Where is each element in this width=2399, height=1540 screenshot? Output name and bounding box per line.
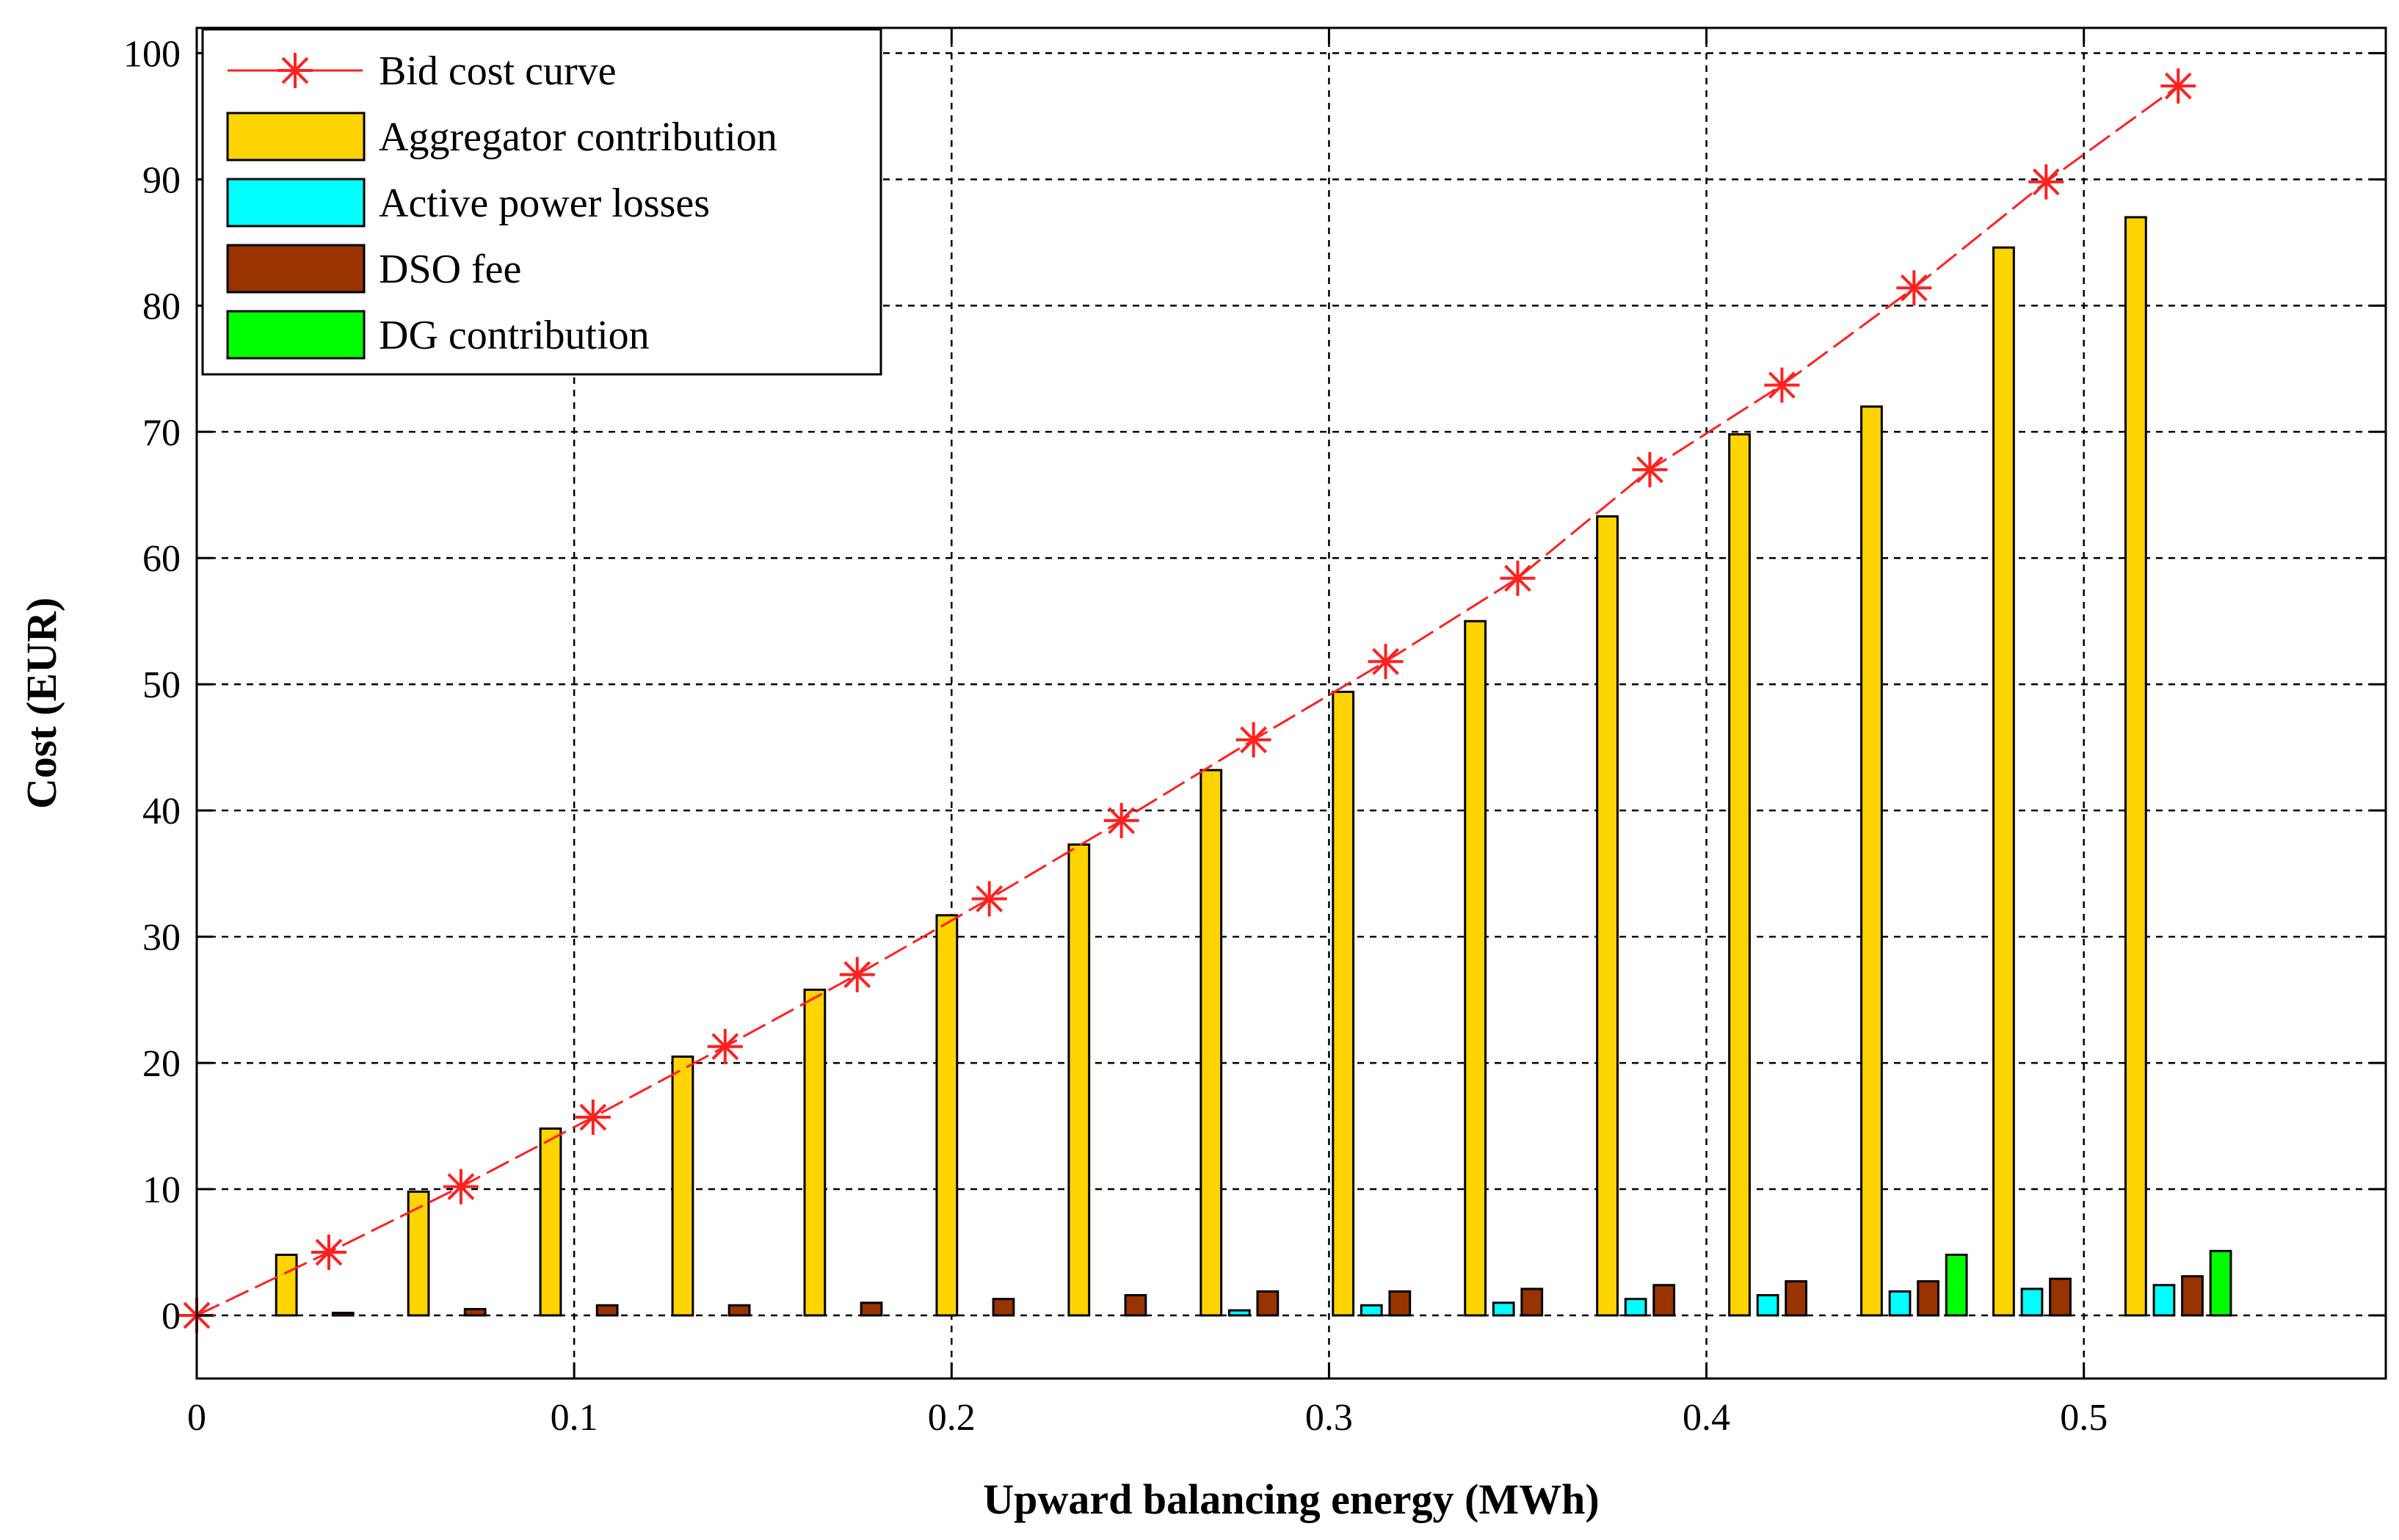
bid-cost-marker	[1896, 270, 1932, 306]
y-tick-label: 50	[142, 664, 181, 706]
bar-dso-fee	[727, 1304, 751, 1317]
bar-dso-fee	[2181, 1275, 2204, 1317]
bar-dso-fee	[1388, 1290, 1412, 1317]
y-tick-label: 60	[142, 538, 181, 580]
bar-aggregator-contribution	[1067, 843, 1091, 1317]
y-tick-label: 80	[142, 286, 181, 327]
legend-label: Bid cost curve	[379, 48, 616, 94]
y-tick-label: 100	[123, 33, 181, 75]
legend-label: DSO fee	[379, 247, 521, 292]
bid-cost-line	[196, 84, 2180, 1317]
bar-active-power-losses	[1624, 1298, 1647, 1317]
bar-aggregator-contribution	[275, 1253, 298, 1317]
bar-aggregator-contribution	[2124, 216, 2147, 1317]
legend-item-dso-fee: DSO fee	[226, 244, 521, 294]
bar-aggregator-contribution	[1332, 691, 1355, 1317]
bar-active-power-losses	[1492, 1301, 1515, 1317]
bar-aggregator-contribution	[1464, 620, 1487, 1317]
legend: Bid cost curve Aggregator contribution Act…	[201, 28, 882, 376]
bar-dso-fee	[1785, 1280, 1808, 1317]
legend-swatch	[226, 310, 366, 360]
bar-active-power-losses	[2152, 1284, 2176, 1317]
bid-cost-marker	[707, 1028, 743, 1064]
bar-dso-fee	[1652, 1284, 1676, 1317]
legend-label: Aggregator contribution	[379, 115, 777, 160]
bar-dso-fee	[1256, 1290, 1280, 1317]
bid-cost-marker	[1235, 722, 1271, 758]
bid-cost-marker	[1368, 644, 1404, 680]
plot-frame	[195, 26, 2387, 1380]
bar-dso-fee	[595, 1304, 619, 1317]
x-tick-label: 0.4	[1683, 1397, 1730, 1439]
bar-aggregator-contribution	[671, 1055, 694, 1317]
legend-item-dg-contribution: DG contribution	[226, 310, 650, 360]
y-tick-label: 70	[142, 412, 181, 454]
bar-dso-fee	[463, 1307, 487, 1317]
bar-dso-fee	[331, 1312, 355, 1317]
bar-dso-fee	[1520, 1287, 1544, 1317]
bid-cost-marker	[1500, 560, 1536, 596]
x-tick-label: 0.2	[928, 1397, 976, 1439]
bid-cost-marker	[443, 1169, 479, 1205]
bar-dso-fee	[1917, 1280, 1939, 1317]
legend-swatch	[226, 178, 366, 228]
bid-cost-marker	[2028, 164, 2064, 200]
legend-swatch	[226, 112, 366, 161]
bar-active-power-losses	[1227, 1309, 1251, 1317]
bid-cost-marker	[1632, 451, 1668, 487]
bar-dg-contribution	[2209, 1249, 2232, 1317]
legend-item-bid-cost-curve: Bid cost curve	[228, 48, 616, 94]
y-axis-title: Cost (EUR)	[18, 598, 65, 809]
y-tick-label: 30	[142, 917, 181, 959]
bar-aggregator-contribution	[803, 988, 827, 1317]
y-tick-label: 20	[142, 1043, 181, 1085]
bid-cost-marker	[1764, 367, 1800, 403]
bar-dso-fee	[860, 1301, 883, 1317]
legend-item-aggregator-contribution: Aggregator contribution	[226, 112, 777, 161]
bar-aggregator-contribution	[539, 1127, 562, 1317]
x-tick-label: 0.5	[2060, 1397, 2108, 1439]
bar-dg-contribution	[1945, 1253, 1968, 1317]
bar-dso-fee	[2049, 1277, 2072, 1317]
bar-active-power-losses	[1756, 1294, 1779, 1317]
bar-aggregator-contribution	[1596, 515, 1619, 1317]
bar-active-power-losses	[1888, 1290, 1912, 1317]
bid-cost-marker	[2160, 68, 2196, 104]
y-tick-label: 0	[161, 1296, 181, 1337]
legend-item-active-power-losses: Active power losses	[226, 178, 710, 228]
y-tick-label: 90	[142, 159, 181, 201]
bar-dso-fee	[1124, 1294, 1147, 1317]
bid-cost-marker	[575, 1100, 611, 1136]
bar-aggregator-contribution	[1200, 769, 1223, 1317]
x-tick-label: 0.1	[551, 1397, 598, 1439]
y-tick-label: 10	[142, 1169, 181, 1211]
bid-cost-marker	[311, 1235, 346, 1271]
bar-aggregator-contribution	[1728, 433, 1751, 1317]
x-axis-title: Upward balancing energy (MWh)	[983, 1475, 1599, 1523]
bid-cost-marker	[971, 881, 1007, 917]
bar-active-power-losses	[2020, 1287, 2044, 1317]
legend-swatch	[226, 244, 366, 294]
legend-label: DG contribution	[379, 313, 650, 358]
bar-active-power-losses	[1360, 1304, 1383, 1317]
x-tick-label: 0.3	[1305, 1397, 1353, 1439]
legend-label: Active power losses	[379, 181, 710, 226]
x-tick-label: 0	[187, 1397, 206, 1439]
bid-cost-marker	[839, 956, 875, 992]
bar-aggregator-contribution	[935, 914, 959, 1317]
axis-ticks: 0 0.1 0.2 0.3 0.4 0.5 0 10 20 30 40 50 60 70 80 90 100	[123, 28, 2386, 1439]
bar-aggregator-contribution	[1992, 246, 2015, 1317]
bar-dso-fee	[992, 1298, 1015, 1317]
bid-cost-marker	[1103, 802, 1139, 838]
bar-aggregator-contribution	[1860, 405, 1883, 1317]
bar-groups	[275, 216, 2232, 1317]
bid-cost-curve	[179, 68, 2196, 1334]
y-tick-label: 40	[142, 791, 181, 832]
